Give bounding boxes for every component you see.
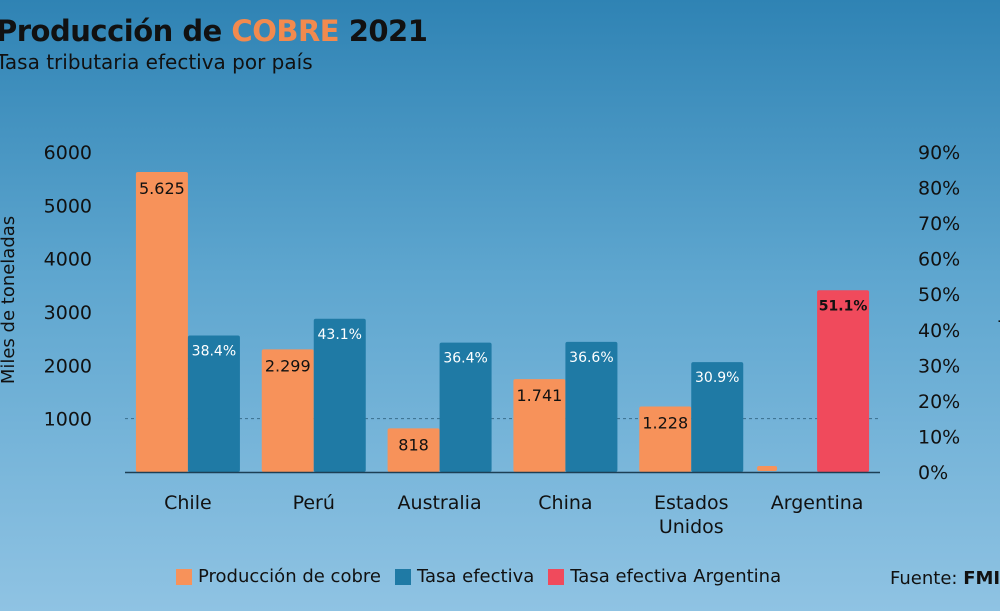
x-tick-label-estados-unidos: Unidos (659, 516, 724, 538)
data-label-produccion-australia: 818 (398, 435, 429, 454)
y-left-tick-label: 2000 (44, 355, 92, 377)
source-value: FMI (963, 568, 1000, 589)
x-tick-label-china: China (538, 492, 592, 514)
y-right-tick-label: 30% (918, 355, 960, 377)
title-prefix: Producción de (0, 14, 232, 48)
legend-item-tasa-argentina: Tasa efectiva Argentina (548, 566, 781, 587)
data-label-tasa-peru: 43.1% (318, 327, 362, 343)
data-label-produccion-chile: 5.625 (139, 179, 185, 198)
y-left-tick-label: 4000 (44, 249, 92, 271)
y-right-tick-label: 50% (918, 284, 960, 306)
legend-swatch-tasa-argentina (548, 568, 565, 585)
source-note: Fuente: FMI (890, 568, 1000, 589)
legend-item-produccion: Producción de cobre (176, 566, 381, 587)
x-tick-label-estados-unidos: Estados (654, 492, 729, 514)
bar-produccion-chile (135, 172, 188, 472)
legend-swatch-tasa (394, 568, 411, 585)
data-label-tasa-china: 36.6% (569, 350, 613, 366)
y-left-tick-label: 6000 (44, 142, 92, 164)
y-right-tick-label: 40% (918, 320, 960, 342)
y-right-tick-label: 0% (918, 462, 948, 484)
data-label-produccion-china: 1.741 (517, 386, 563, 405)
source-label: Fuente: (890, 568, 964, 589)
legend-label-tasa: Tasa efectiva (416, 566, 535, 587)
legend-label-produccion: Producción de cobre (198, 566, 381, 587)
x-tick-label-australia: Australia (398, 492, 482, 514)
y-left-tick-label: 1000 (44, 409, 92, 431)
x-tick-label-peru: Perú (293, 492, 335, 514)
chart-title: Producción de COBRE 2021 (0, 14, 428, 48)
data-label-tasa-estados-unidos: 30.9% (695, 370, 739, 386)
bar-tasa-peru (313, 318, 366, 472)
y-right-tick-label: 70% (918, 213, 960, 235)
bar-produccion-china (513, 379, 566, 472)
title-suffix: 2021 (339, 14, 428, 48)
x-tick-label-chile: Chile (164, 492, 212, 514)
legend-swatch-produccion (176, 568, 192, 585)
bar-tasa-argentina-argentina (817, 290, 870, 472)
chart-legend: Producción de cobre Tasa efectiva Tasa e… (176, 566, 795, 587)
title-highlight: COBRE (231, 14, 340, 48)
data-label-tasa-chile: 38.4% (192, 343, 236, 359)
y-right-tick-label: 80% (918, 178, 960, 200)
y-left-tick-label: 5000 (44, 195, 92, 217)
legend-item-tasa: Tasa efectiva (394, 566, 535, 587)
bar-produccion-estados-unidos (639, 406, 692, 472)
data-label-tasa-argentina-argentina: 51.1% (819, 298, 868, 314)
bar-tasa-estados-unidos (691, 362, 744, 472)
bar-tasa-china (565, 341, 618, 472)
y-right-tick-label: 60% (918, 249, 960, 271)
data-label-produccion-estados-unidos: 1.228 (642, 414, 688, 433)
y-left-tick-label: 3000 (44, 302, 92, 324)
y-right-axis-title: Tasa efectiva promedio (997, 195, 1000, 405)
bar-tasa-australia (439, 342, 492, 472)
bar-produccion-peru (261, 349, 314, 472)
bar-tasa-chile (187, 335, 240, 472)
x-tick-label-argentina: Argentina (771, 492, 864, 514)
legend-label-tasa-argentina: Tasa efectiva Argentina (570, 566, 782, 587)
chart-subtitle: Tasa tributaria efectiva por país (0, 50, 313, 74)
y-right-tick-label: 20% (918, 391, 960, 413)
data-label-tasa-australia: 36.4% (443, 351, 487, 367)
bar-produccion-argentina (757, 466, 778, 471)
y-right-tick-label: 10% (918, 426, 960, 448)
y-right-tick-label: 90% (918, 142, 960, 164)
y-left-axis-title: Miles de toneladas (0, 216, 19, 384)
data-label-produccion-peru: 2.299 (265, 356, 311, 375)
bar-produccion-australia (387, 428, 440, 472)
